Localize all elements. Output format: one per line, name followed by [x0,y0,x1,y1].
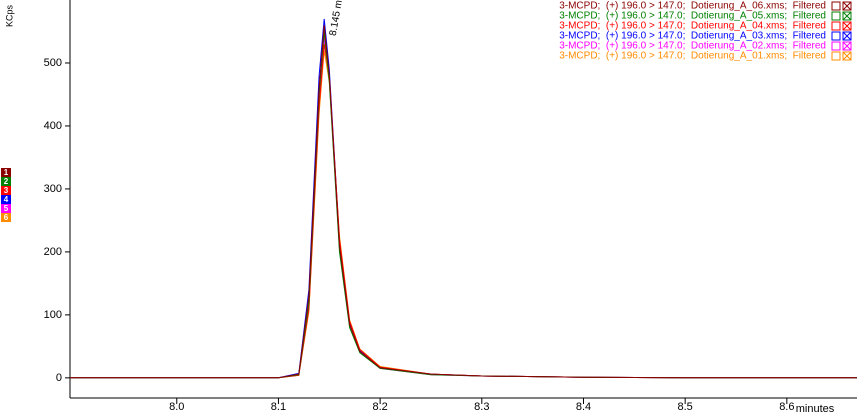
y-tick-label: 0 [56,372,62,384]
series-line [70,50,857,379]
legend-box [842,31,852,41]
trace-badge [1,213,11,222]
legend-label: 3-MCPD; (+) 196.0 > 147.0; Dotierung_A_0… [559,1,826,12]
y-axis-label: KCps [4,5,14,28]
y-tick-label: 500 [44,57,62,69]
legend-box [831,51,841,61]
legend-box [842,21,852,31]
trace-badge [1,186,11,195]
legend-box [842,51,852,61]
x-tick-label: 8.0 [169,401,184,413]
legend-x [842,41,852,51]
x-tick-label: 8.5 [678,401,693,413]
legend-x [842,11,852,21]
series-line [70,31,857,379]
legend-x [842,31,852,41]
legend-box [831,1,841,11]
y-tick-label: 200 [44,246,62,258]
y-tick-label: 300 [44,183,62,195]
x-tick-label: 8.3 [474,401,489,413]
legend-box [842,11,852,21]
legend-box [831,31,841,41]
legend-x [842,51,852,61]
legend-label: 3-MCPD; (+) 196.0 > 147.0; Dotierung_A_0… [559,51,826,62]
trace-number: 3 [4,186,9,195]
legend-label: 3-MCPD; (+) 196.0 > 147.0; Dotierung_A_0… [559,41,826,52]
legend-x [842,1,852,11]
legend-box [831,21,841,31]
legend-label: 3-MCPD; (+) 196.0 > 147.0; Dotierung_A_0… [559,31,826,42]
legend-label: 3-MCPD; (+) 196.0 > 147.0; Dotierung_A_0… [559,11,826,22]
x-tick-label: 8.6 [779,401,794,413]
trace-number: 4 [4,195,9,204]
legend-box [831,41,841,51]
trace-number: 6 [4,213,9,222]
series-line [70,25,857,379]
series-line [70,37,857,379]
trace-badge [1,168,11,177]
y-tick-label: 400 [44,120,62,132]
trace-badge [1,195,11,204]
peak-annotation: 8.145 m [328,0,345,37]
legend-box [842,1,852,11]
trace-badge [1,204,11,213]
trace-badge [1,177,11,186]
legend-box [831,11,841,21]
x-axis-label: minutes [796,403,835,415]
trace-number: 5 [4,204,9,213]
x-tick-label: 8.4 [576,401,591,413]
legend-x [842,21,852,31]
series-line [70,18,857,379]
legend-box [842,41,852,51]
trace-number: 1 [4,168,9,177]
legend-label: 3-MCPD; (+) 196.0 > 147.0; Dotierung_A_0… [559,21,826,32]
x-tick-label: 8.2 [372,401,387,413]
series-line [70,44,857,379]
x-tick-label: 8.1 [271,401,286,413]
trace-number: 2 [4,177,9,186]
y-tick-label: 100 [44,309,62,321]
